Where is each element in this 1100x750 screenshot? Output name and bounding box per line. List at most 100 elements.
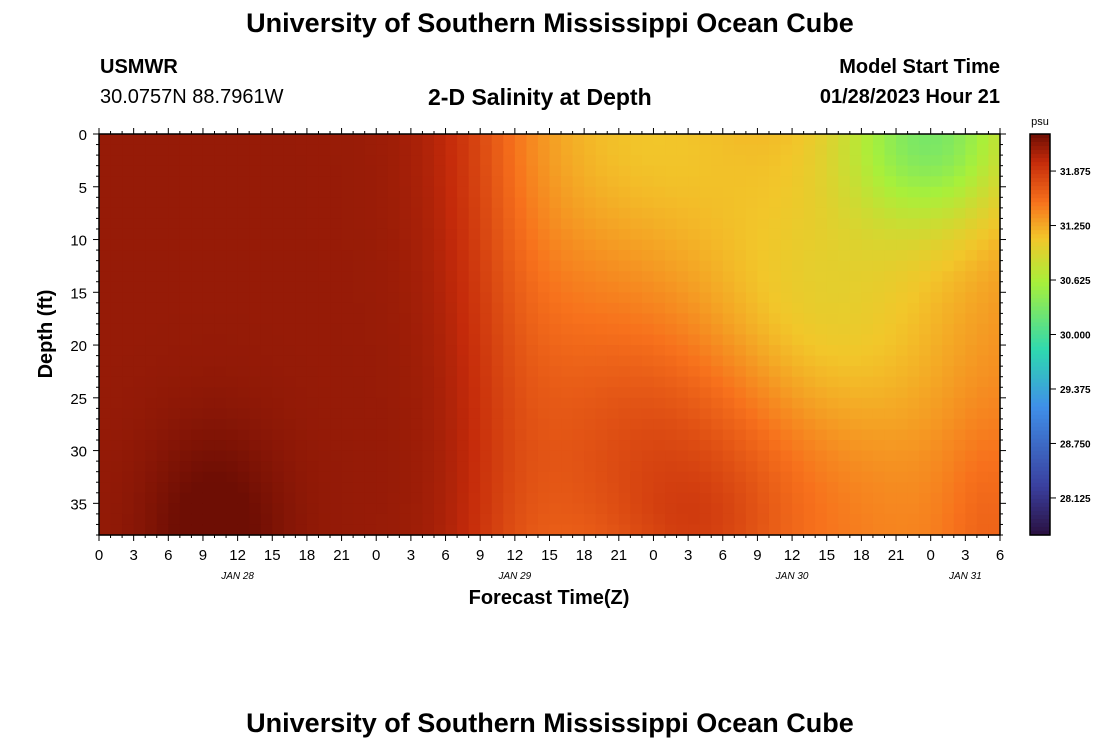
heatmap-cell <box>306 492 320 504</box>
heatmap-cell <box>249 292 262 304</box>
heatmap-cell <box>618 250 631 262</box>
colorbar-swatch <box>1030 210 1050 215</box>
heatmap-cell <box>168 345 181 357</box>
heatmap-cell <box>826 429 839 441</box>
heatmap-cell <box>457 482 470 494</box>
heatmap-cell <box>445 186 458 198</box>
heatmap-cell <box>780 281 793 293</box>
heatmap-cell <box>930 366 943 378</box>
heatmap-cell <box>537 408 551 420</box>
colorbar-swatch <box>1030 498 1050 504</box>
colorbar-swatch <box>1030 490 1050 496</box>
heatmap-cell <box>607 334 620 346</box>
heatmap-cell <box>445 176 458 188</box>
heatmap-cell <box>410 228 424 241</box>
heatmap-cell <box>618 155 631 167</box>
heatmap-cell <box>480 197 493 209</box>
heatmap-cell <box>896 239 909 251</box>
heatmap-cell <box>179 345 193 357</box>
heatmap-cell <box>226 355 239 367</box>
heatmap-cell <box>99 239 112 251</box>
heatmap-cell <box>930 461 943 473</box>
heatmap-cell <box>734 271 747 283</box>
heatmap-cell <box>145 260 158 272</box>
heatmap-cell <box>907 292 920 304</box>
heatmap-cell <box>907 313 920 325</box>
x-tick-label: 18 <box>853 547 870 564</box>
heatmap-cell <box>156 387 169 399</box>
heatmap-cell <box>641 334 655 346</box>
heatmap-cell <box>480 155 493 167</box>
heatmap-cell <box>457 313 470 325</box>
heatmap-cell <box>445 492 458 504</box>
heatmap-cell <box>179 492 193 504</box>
heatmap-cell <box>341 134 354 146</box>
heatmap-cell <box>618 387 631 399</box>
heatmap-cell <box>283 134 296 146</box>
heatmap-cell <box>330 450 343 462</box>
heatmap-cell <box>792 366 805 378</box>
heatmap-cell <box>965 397 978 409</box>
heatmap-cell <box>641 302 655 314</box>
heatmap-cell <box>607 524 620 536</box>
heatmap-cell <box>665 176 678 188</box>
heatmap-cell <box>387 418 400 431</box>
heatmap-cell <box>295 461 308 473</box>
heatmap-cell <box>884 482 897 494</box>
heatmap-cell <box>780 471 793 483</box>
heatmap-cell <box>514 513 527 526</box>
heatmap-cell <box>237 461 250 473</box>
heatmap-cell <box>884 418 897 431</box>
heatmap-cell <box>376 355 389 367</box>
heatmap-cell <box>110 302 123 314</box>
heatmap-cell <box>768 334 782 346</box>
heatmap-cell <box>815 218 828 230</box>
heatmap-cell <box>872 418 886 431</box>
heatmap-cell <box>191 313 204 325</box>
heatmap-cell <box>653 207 666 220</box>
heatmap-cell <box>145 334 158 346</box>
heatmap-cell <box>607 418 620 431</box>
heatmap-cell <box>919 418 932 431</box>
colorbar-swatch <box>1030 170 1050 175</box>
heatmap-cell <box>156 186 169 198</box>
heatmap-cell <box>468 207 481 220</box>
heatmap-cell <box>330 134 343 146</box>
heatmap-cell <box>699 292 712 304</box>
heatmap-cell <box>156 524 169 536</box>
heatmap-cell <box>330 334 343 346</box>
heatmap-cell <box>526 513 539 526</box>
heatmap-cell <box>884 513 897 526</box>
colorbar-swatch <box>1030 522 1050 528</box>
heatmap-cell <box>295 281 308 293</box>
heatmap-cell <box>433 418 447 431</box>
heatmap-cell <box>630 503 643 515</box>
heatmap-cell <box>734 418 747 431</box>
heatmap-cell <box>179 387 193 399</box>
heatmap-cell <box>653 197 666 209</box>
heatmap-cell <box>561 513 574 526</box>
heatmap-cell <box>145 271 158 283</box>
heatmap-cell <box>780 186 793 198</box>
heatmap-cell <box>445 134 458 146</box>
heatmap-cell <box>861 429 874 441</box>
heatmap-cell <box>792 355 805 367</box>
heatmap-cell <box>99 302 112 314</box>
heatmap-cell <box>942 334 955 346</box>
heatmap-cell <box>803 387 816 399</box>
heatmap-cell <box>849 503 862 515</box>
heatmap-cell <box>433 513 447 526</box>
heatmap-cell <box>826 387 839 399</box>
heatmap-cell <box>607 281 620 293</box>
heatmap-cell <box>849 366 862 378</box>
heatmap-cell <box>133 471 146 483</box>
heatmap-cell <box>630 429 643 441</box>
heatmap-cell <box>202 408 216 420</box>
heatmap-cell <box>561 292 574 304</box>
heatmap-cell <box>976 323 990 336</box>
heatmap-cell <box>249 165 262 177</box>
heatmap-cell <box>711 387 724 399</box>
heatmap-cell <box>665 144 678 156</box>
heatmap-cell <box>896 513 909 526</box>
heatmap-cell <box>191 250 204 262</box>
